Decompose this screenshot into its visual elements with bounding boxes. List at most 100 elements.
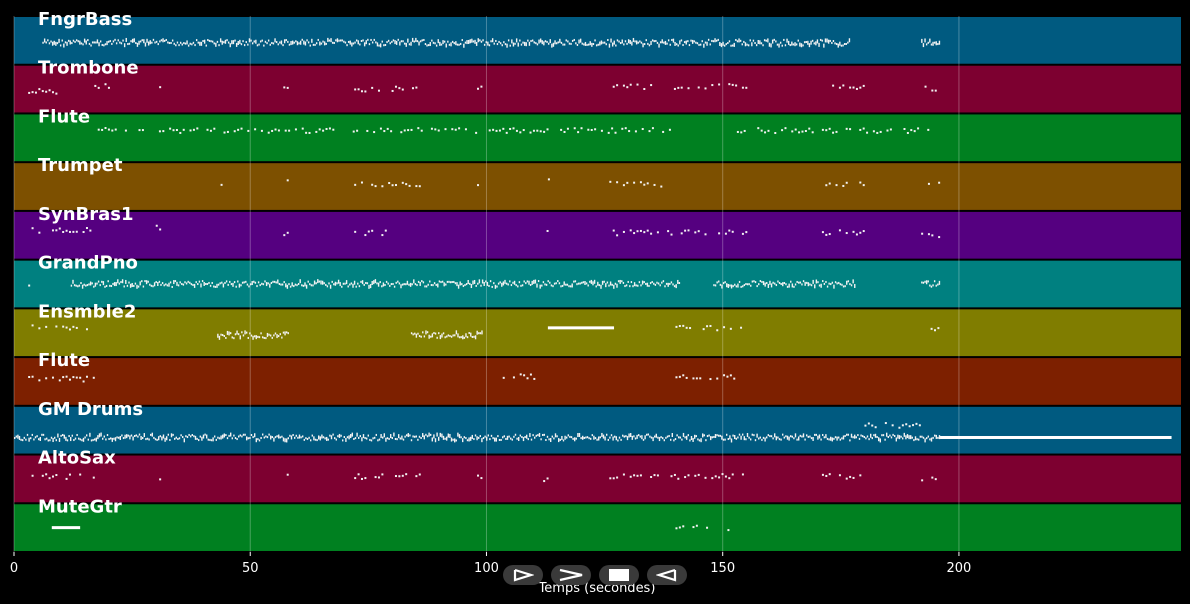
note [702,433,704,438]
reverse-button[interactable] [647,565,687,585]
note [434,128,437,131]
note [767,129,770,132]
note [834,281,837,284]
note [232,282,234,287]
note [430,127,433,130]
note [114,38,116,41]
note [634,40,636,43]
note [868,438,870,441]
note [762,436,765,439]
note [687,474,690,477]
note [459,42,462,45]
note [531,280,533,285]
note [416,40,419,43]
note [711,84,714,87]
note [282,44,284,47]
note [546,128,549,131]
note [106,41,108,46]
note [679,40,681,45]
note [411,87,414,90]
note [290,435,293,440]
note [106,434,109,437]
note [699,43,702,46]
note [624,285,626,288]
note [316,439,318,442]
note [626,42,628,45]
note [855,233,858,236]
note [793,285,795,288]
note [115,282,117,287]
note [487,41,489,46]
note [259,284,261,287]
note [921,38,923,43]
note [670,475,673,478]
note [862,184,865,187]
note [560,41,563,44]
note [626,86,629,89]
note [636,474,639,477]
note [224,39,227,44]
note [258,439,261,442]
note [930,437,933,442]
note [938,40,941,45]
note [553,282,556,285]
note [163,39,166,42]
note [810,284,813,287]
note [802,433,805,438]
note [646,433,648,436]
note [405,183,408,186]
note [676,434,678,437]
note [513,435,515,438]
note [723,374,726,377]
note [266,436,269,439]
note [823,282,826,285]
note [384,44,387,47]
note [365,282,367,285]
note [213,127,216,130]
stop-button[interactable] [599,565,639,585]
note [373,131,376,134]
note [119,41,121,44]
note [547,178,550,181]
note [462,285,465,288]
note [905,423,908,426]
note [217,283,220,286]
note [538,39,540,44]
note [150,284,153,287]
note [539,284,541,289]
note [795,43,798,46]
note [537,280,540,283]
note [226,330,229,335]
note [778,281,781,284]
note [461,283,463,286]
note [629,40,631,45]
note [641,128,644,131]
note [414,332,416,335]
play-button[interactable] [503,565,543,585]
note [375,433,377,436]
note [712,40,715,43]
note [813,42,815,45]
note [481,438,483,443]
note [512,376,515,379]
note [322,129,325,132]
note [144,42,147,47]
note [73,284,76,287]
note [801,435,803,438]
note [60,434,62,437]
forward-button[interactable] [551,565,591,585]
note [484,435,486,438]
note [806,434,808,437]
note [385,280,388,283]
note [169,439,171,442]
note [418,435,421,438]
note [573,280,575,283]
note [921,435,923,438]
note [905,435,907,440]
note [511,438,513,441]
note [672,283,674,286]
note [42,433,45,436]
note [894,435,896,438]
note [740,285,742,288]
note [374,476,377,479]
